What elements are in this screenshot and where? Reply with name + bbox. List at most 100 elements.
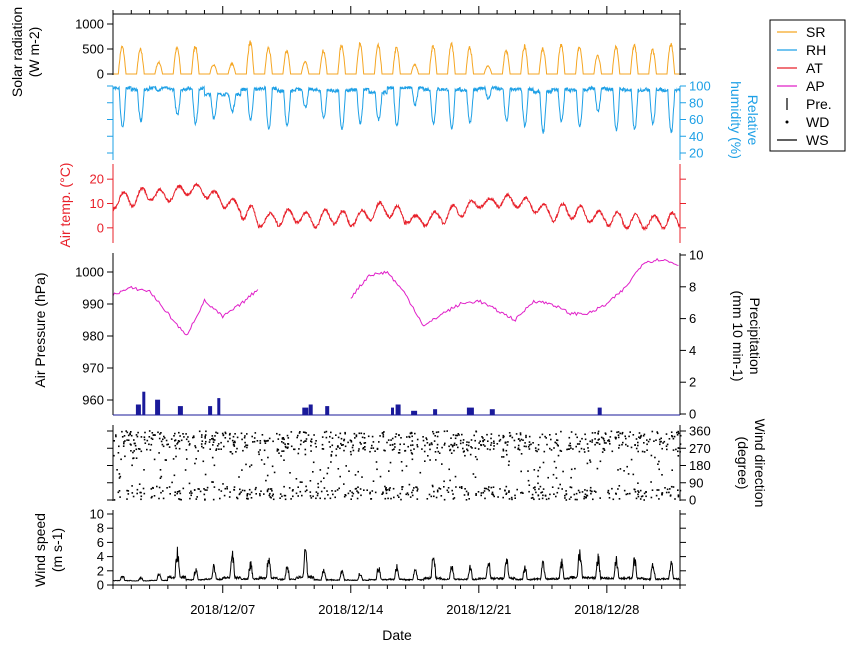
wd-point — [675, 448, 677, 451]
wd-point — [271, 465, 274, 468]
wd-point — [352, 444, 354, 447]
wd-point — [553, 447, 555, 449]
wd-point — [583, 495, 586, 498]
wd-point — [608, 440, 611, 443]
wd-point — [126, 489, 128, 492]
y-tick-label-rh: 100 — [689, 79, 711, 94]
wd-point — [382, 492, 384, 495]
wd-point — [409, 432, 412, 435]
wd-point — [541, 491, 544, 493]
wd-point — [540, 491, 542, 494]
wd-point — [432, 430, 434, 433]
wd-point — [371, 435, 374, 438]
wd-point — [156, 485, 158, 488]
wd-point — [215, 431, 217, 434]
wd-point — [520, 492, 522, 494]
wd-point — [203, 493, 206, 496]
wd-point — [660, 440, 662, 443]
wd-point — [177, 441, 179, 444]
wd-point — [213, 439, 216, 441]
wd-point — [259, 442, 262, 444]
wd-point — [638, 491, 640, 493]
wd-point — [171, 481, 173, 484]
wd-point — [427, 455, 429, 457]
wd-point — [323, 477, 325, 479]
wd-point — [655, 439, 657, 441]
wd-point — [425, 437, 427, 439]
wd-point — [595, 441, 598, 444]
wd-point — [628, 435, 630, 438]
wd-point — [605, 433, 607, 435]
wd-point — [534, 488, 536, 491]
wd-point — [140, 450, 143, 453]
wd-point — [234, 433, 236, 435]
y-axis-label-wd: Wind direction(degree) — [735, 419, 768, 508]
wd-point — [565, 493, 568, 496]
wd-point — [264, 440, 266, 443]
wd-point — [430, 442, 433, 444]
y-tick-label-wd: 270 — [689, 441, 711, 456]
wd-point — [607, 489, 610, 492]
wd-point — [591, 441, 593, 443]
wd-point — [312, 471, 314, 473]
wd-point — [133, 442, 136, 445]
wd-point — [634, 491, 637, 493]
wd-point — [508, 490, 510, 492]
wd-point — [384, 449, 386, 452]
wd-point — [532, 496, 534, 499]
wd-point — [184, 469, 187, 471]
wd-point — [603, 442, 606, 444]
wd-point — [416, 438, 419, 441]
wd-point — [559, 483, 561, 486]
wd-point — [224, 431, 227, 434]
y-tick-label-ws: 10 — [90, 507, 104, 522]
wd-point — [189, 492, 191, 494]
wd-point — [178, 490, 180, 493]
wd-point — [646, 439, 648, 441]
y-tick-label-ws: 6 — [97, 535, 104, 550]
wd-point — [410, 449, 412, 452]
wd-point — [514, 494, 516, 497]
wd-point — [344, 432, 346, 435]
wd-point — [657, 463, 659, 465]
wd-point — [661, 447, 663, 450]
wd-point — [453, 442, 456, 445]
wd-point — [411, 494, 414, 497]
wd-point — [350, 440, 353, 442]
wd-point — [204, 473, 207, 476]
wd-point — [400, 498, 402, 501]
wd-point — [392, 487, 395, 490]
wd-point — [400, 461, 403, 463]
wd-point — [255, 493, 257, 495]
wd-point — [354, 474, 357, 476]
wd-point — [609, 436, 612, 438]
wd-point — [462, 441, 464, 444]
wd-point — [343, 449, 345, 452]
wd-point — [343, 483, 345, 485]
wd-point — [537, 448, 540, 451]
wd-point — [304, 453, 307, 456]
wd-point — [408, 435, 410, 438]
wd-point — [618, 444, 621, 447]
wd-point — [245, 463, 247, 466]
wd-point — [244, 445, 246, 448]
wd-point — [608, 439, 610, 441]
wd-point — [542, 488, 545, 490]
y-tick-label-pre: 0 — [689, 407, 696, 422]
wd-point — [127, 493, 130, 495]
wd-point — [361, 476, 363, 478]
wd-point — [470, 439, 473, 441]
wd-point — [463, 494, 466, 496]
wd-point — [151, 438, 154, 440]
wd-point — [312, 461, 315, 464]
wd-point — [191, 492, 193, 494]
wd-point — [589, 440, 591, 443]
wd-point — [192, 435, 195, 437]
wd-point — [637, 482, 639, 484]
wd-point — [143, 492, 146, 495]
y-axis-label-text-sr: (W m-2) — [26, 27, 42, 78]
wd-point — [278, 433, 281, 436]
wd-point — [301, 494, 303, 497]
wd-point — [174, 439, 177, 441]
wd-point — [250, 497, 253, 499]
